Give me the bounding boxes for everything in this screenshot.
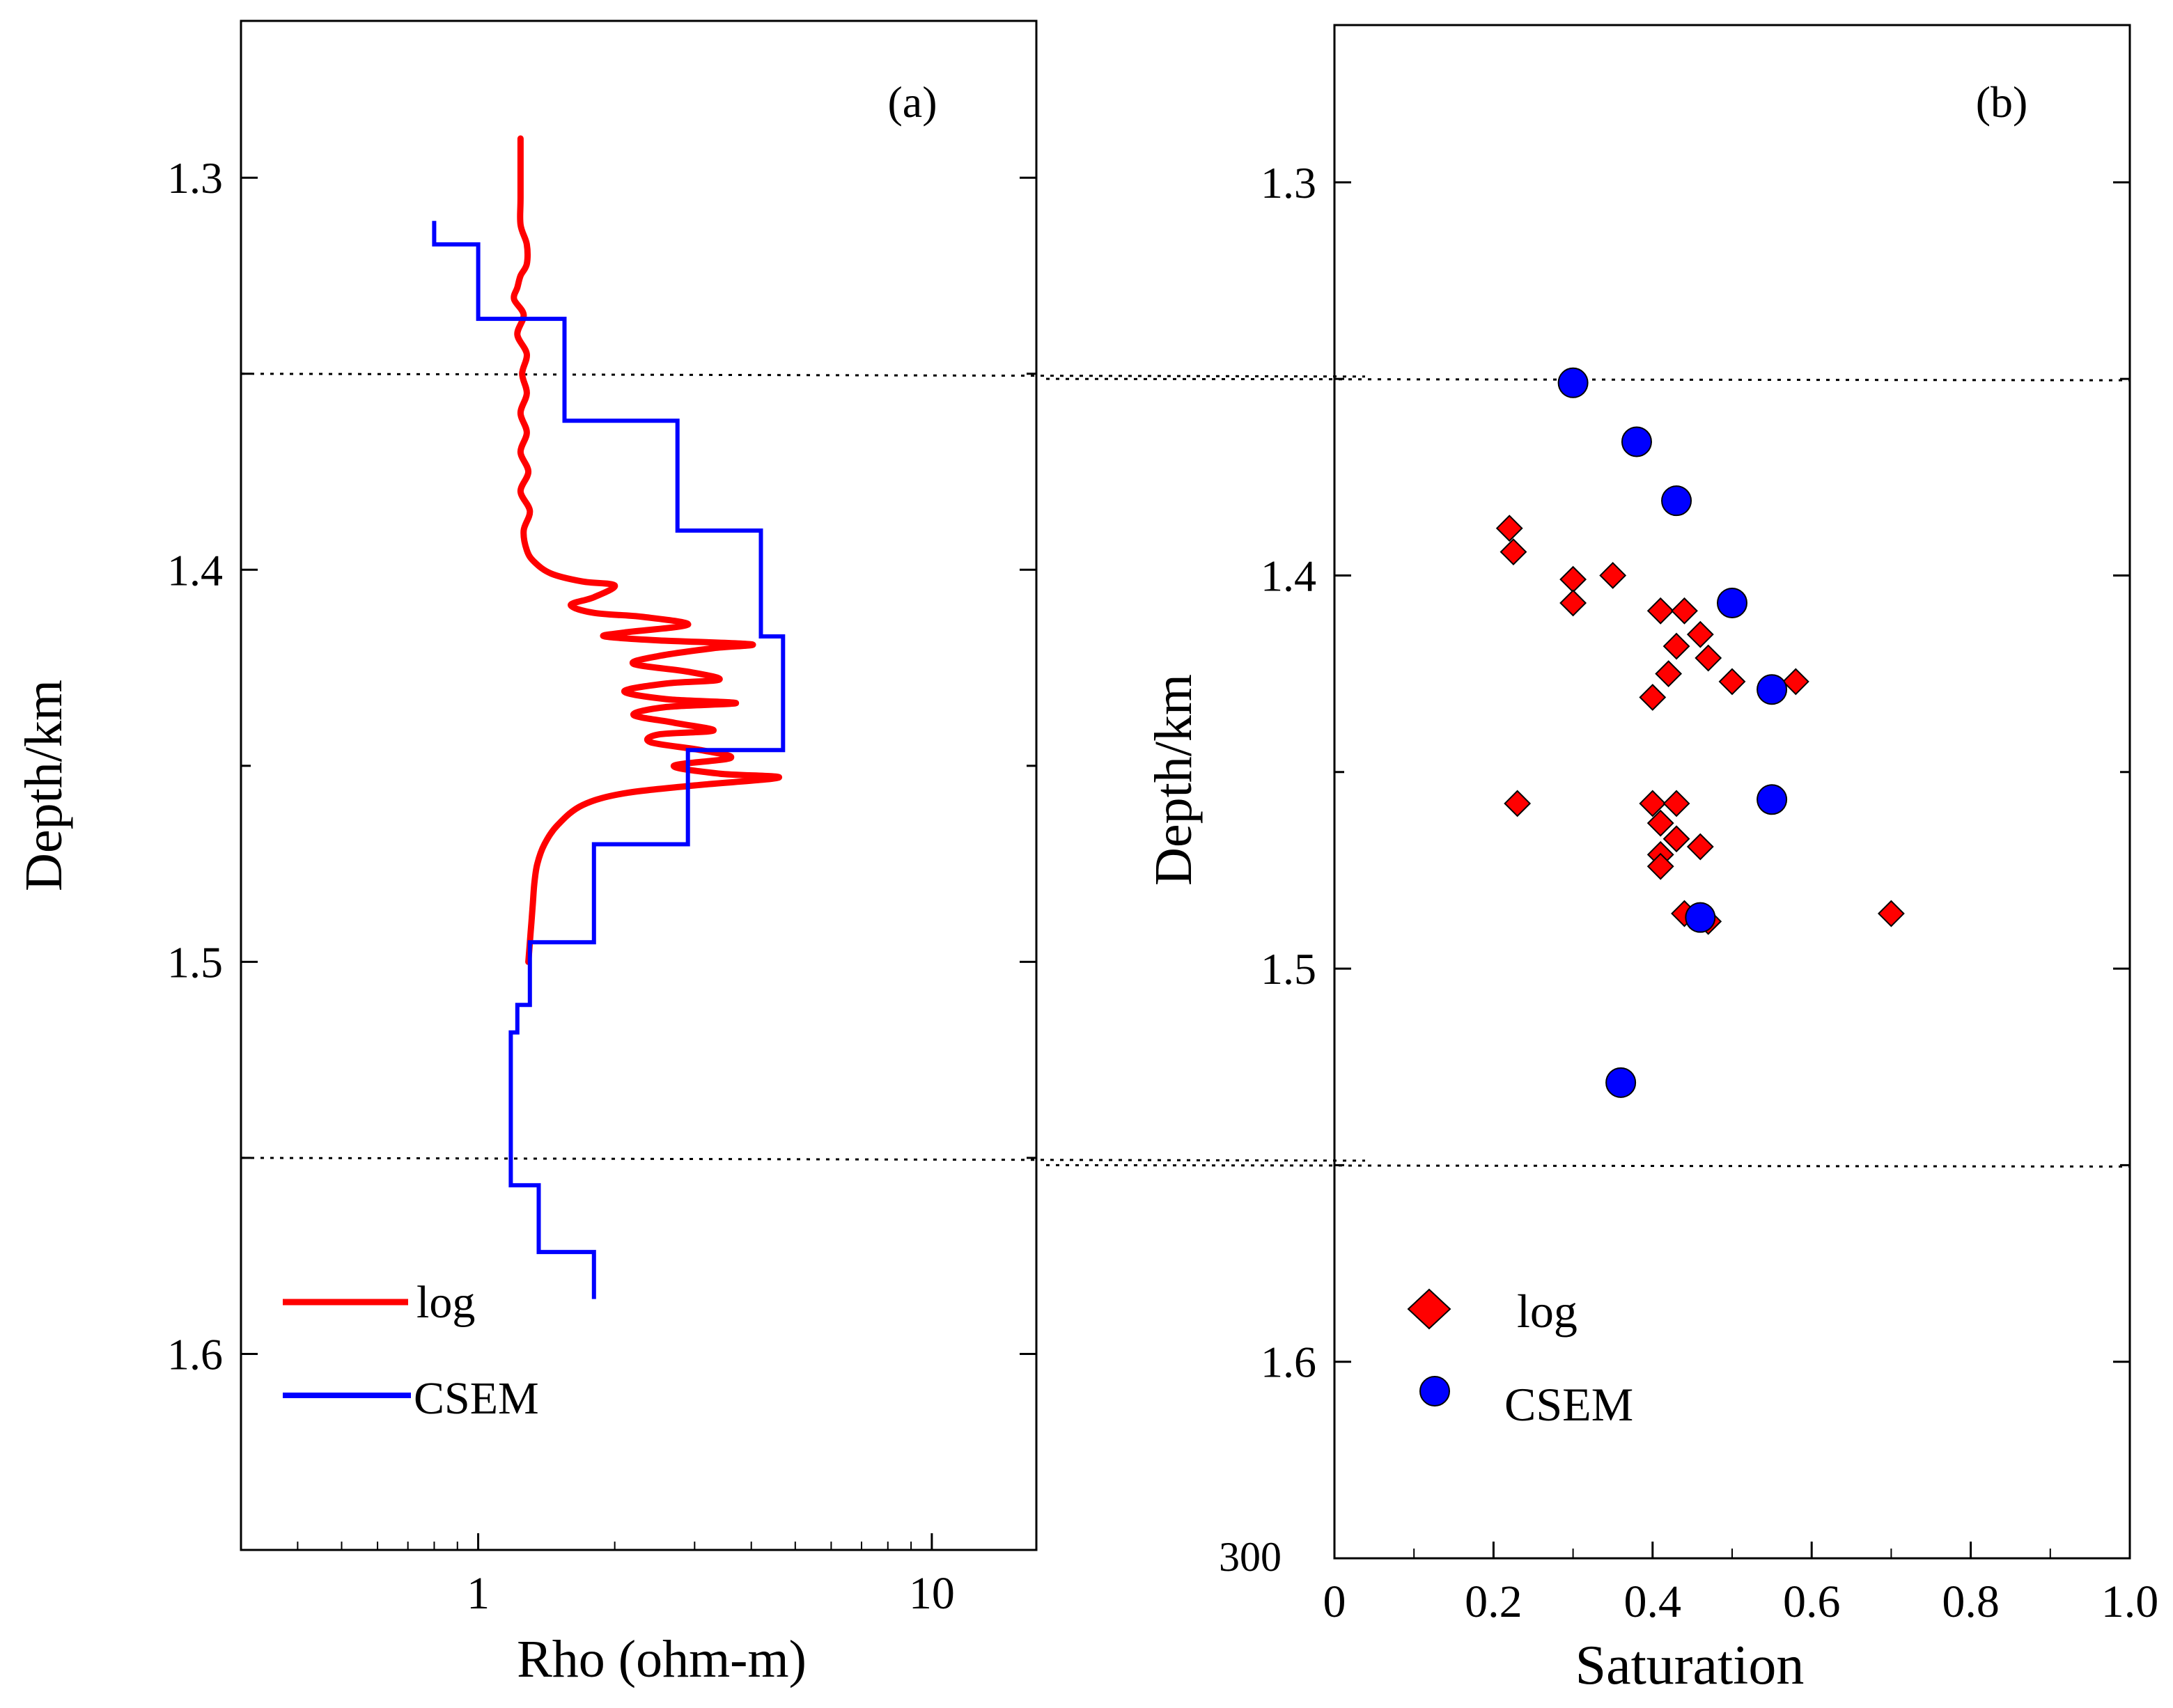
reference-line-1 bbox=[240, 1157, 1366, 1162]
log-point-21 bbox=[1646, 852, 1674, 880]
panel-b-legend: log CSEM bbox=[1407, 1285, 1633, 1431]
panel-b-saturation-chart: 1.3 1.4 1.5 1.6 0 0.2 0.4 0.6 0.8 1.0 (b) Saturat… bbox=[1045, 24, 2158, 1696]
log-point-11 bbox=[1718, 668, 1746, 696]
panel-b-x-axis-label: Saturation bbox=[1575, 1635, 1805, 1696]
log-point-5 bbox=[1646, 597, 1674, 625]
log-point-10 bbox=[1655, 660, 1683, 688]
y-tick-label: 1.4 bbox=[167, 545, 223, 595]
x-tick-label: 1 bbox=[467, 1568, 490, 1619]
x-tick-label: 0.8 bbox=[1942, 1576, 2000, 1627]
log-point-3 bbox=[1559, 589, 1587, 617]
panel-a-reference-lines bbox=[240, 373, 1366, 1162]
x-tick-label: 0.2 bbox=[1465, 1576, 1522, 1627]
panel-b-ticks: 1.3 1.4 1.5 1.6 0 0.2 0.4 0.6 0.8 1.0 bbox=[1261, 158, 2158, 1627]
panel-a-legend: log CSEM bbox=[283, 1277, 539, 1424]
log-point-16 bbox=[1662, 790, 1690, 817]
legend-log-label: log bbox=[416, 1277, 475, 1328]
y-tick-label: 1.6 bbox=[1261, 1338, 1316, 1387]
log-point-6 bbox=[1671, 597, 1698, 625]
x-tick-label: 0.4 bbox=[1624, 1576, 1682, 1627]
legend-log-label-b: log bbox=[1517, 1285, 1578, 1338]
log-point-1 bbox=[1500, 538, 1527, 565]
log-point-12 bbox=[1639, 684, 1667, 711]
csem-point-1 bbox=[1621, 426, 1652, 457]
y-tick-label: 1.6 bbox=[167, 1329, 223, 1379]
log-point-9 bbox=[1695, 644, 1722, 672]
panel-b-y-axis-label: Depth/km bbox=[1144, 674, 1203, 886]
legend-csem-marker bbox=[1419, 1376, 1450, 1407]
log-point-4 bbox=[1599, 562, 1627, 589]
log-point-14 bbox=[1504, 790, 1532, 817]
panel-a-series bbox=[432, 135, 786, 1299]
panel-b-label: (b) bbox=[1976, 77, 2028, 127]
legend-csem-label-b: CSEM bbox=[1504, 1378, 1633, 1431]
panel-b-corner-label: 300 bbox=[1219, 1534, 1282, 1580]
x-tick-label: 0 bbox=[1323, 1576, 1346, 1627]
x-tick-label: 1.0 bbox=[2101, 1576, 2159, 1627]
panel-a-frame bbox=[240, 19, 1038, 1551]
csem-point-6 bbox=[1685, 902, 1716, 933]
csem-point-3 bbox=[1717, 587, 1747, 618]
panel-b-frame bbox=[1333, 24, 2131, 1560]
csem-point-7 bbox=[1605, 1067, 1637, 1098]
x-tick-label: 10 bbox=[909, 1568, 955, 1619]
log-point-2 bbox=[1559, 565, 1587, 593]
panel-a-rho-chart: 1.3 1.4 1.5 1.6 1 10 (a) Rho (ohm-m) Depth/km… bbox=[15, 19, 1366, 1689]
log-point-7 bbox=[1686, 620, 1714, 648]
log-point-0 bbox=[1495, 515, 1523, 542]
panel-b-reference-lines bbox=[1045, 377, 2131, 1168]
log-point-18 bbox=[1662, 825, 1690, 853]
csem-point-5 bbox=[1757, 784, 1788, 815]
log-point-13 bbox=[1782, 668, 1809, 696]
legend-csem-label: CSEM bbox=[414, 1373, 539, 1424]
y-tick-label: 1.5 bbox=[1261, 944, 1316, 994]
series-log-curve bbox=[511, 135, 782, 965]
panel-a-ticks: 1.3 1.4 1.5 1.6 1 10 bbox=[167, 153, 1036, 1619]
panel-a-x-axis-label: Rho (ohm-m) bbox=[517, 1630, 807, 1689]
series-csem-steps bbox=[432, 221, 786, 1299]
panel-a-y-axis-label: Depth/km bbox=[15, 680, 73, 891]
log-point-19 bbox=[1686, 833, 1714, 861]
panel-a-label: (a) bbox=[887, 77, 937, 127]
log-point-24 bbox=[1877, 900, 1905, 927]
panel-b-series bbox=[1495, 367, 1905, 1098]
log-point-15 bbox=[1639, 790, 1667, 817]
x-tick-label: 0.6 bbox=[1783, 1576, 1841, 1627]
y-tick-label: 1.4 bbox=[1261, 551, 1316, 600]
csem-point-2 bbox=[1661, 485, 1692, 517]
legend-log-marker bbox=[1407, 1288, 1451, 1330]
reference-line-1 bbox=[1045, 1164, 2131, 1168]
log-point-8 bbox=[1662, 632, 1690, 660]
log-point-17 bbox=[1646, 809, 1674, 837]
y-tick-label: 1.3 bbox=[167, 153, 223, 203]
csem-point-4 bbox=[1757, 674, 1788, 705]
reference-line-0 bbox=[240, 373, 1366, 378]
y-tick-label: 1.5 bbox=[167, 937, 223, 987]
csem-point-0 bbox=[1557, 367, 1589, 398]
y-tick-label: 1.3 bbox=[1261, 158, 1316, 207]
